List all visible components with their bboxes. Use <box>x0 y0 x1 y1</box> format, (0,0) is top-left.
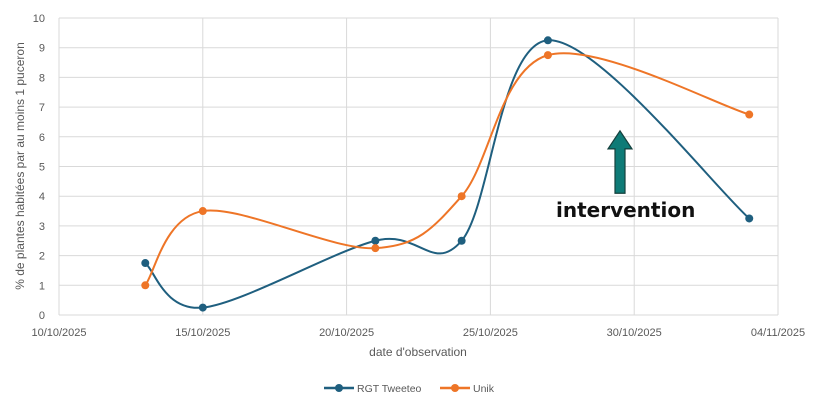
x-tick-label: 10/10/2025 <box>31 327 86 339</box>
y-axis-title: % de plantes habitées par au moins 1 puc… <box>13 42 27 290</box>
legend-item: Unik <box>440 383 495 395</box>
x-axis-title: date d'observation <box>369 345 467 359</box>
y-tick-label: 9 <box>39 43 45 55</box>
data-point <box>198 207 207 216</box>
y-tick-label: 1 <box>39 280 45 292</box>
legend-item: RGT Tweeteo <box>324 383 422 395</box>
x-tick-label: 04/11/2025 <box>751 327 805 339</box>
y-tick-label: 6 <box>39 132 45 144</box>
data-point <box>543 36 552 45</box>
intervention-label: intervention <box>556 198 695 222</box>
data-point <box>543 51 552 60</box>
x-tick-label: 20/10/2025 <box>319 327 374 339</box>
data-point <box>457 236 466 245</box>
data-point <box>457 192 466 201</box>
data-point <box>371 236 380 245</box>
data-point <box>198 303 207 312</box>
data-point <box>371 244 380 253</box>
gridlines <box>58 17 779 316</box>
intervention-annotation: intervention <box>556 129 695 222</box>
legend-marker-icon <box>451 384 459 392</box>
series-line <box>144 39 750 309</box>
legend: RGT Tweeteo Unik <box>324 383 495 395</box>
data-point <box>745 110 754 119</box>
arrow-up-icon <box>606 129 634 194</box>
data-point <box>141 259 150 268</box>
y-tick-label: 7 <box>39 102 45 114</box>
y-tick-label: 0 <box>39 310 45 322</box>
y-tick-label: 10 <box>33 13 45 25</box>
series-line <box>144 52 750 286</box>
y-tick-label: 5 <box>39 162 45 174</box>
y-tick-label: 4 <box>39 191 45 203</box>
series-unik <box>141 51 754 290</box>
y-tick-label: 8 <box>39 72 45 84</box>
data-point <box>745 214 754 223</box>
x-tick-label: 25/10/2025 <box>463 327 518 339</box>
y-tick-label: 2 <box>39 251 45 263</box>
y-axis-ticks: 0 1 2 3 4 5 6 7 8 9 10 <box>33 13 45 322</box>
series-rgt-tweeteo <box>141 36 754 312</box>
y-tick-label: 3 <box>39 221 45 233</box>
x-axis-ticks: 10/10/2025 15/10/2025 20/10/2025 25/10/2025… <box>31 327 805 339</box>
data-series <box>141 36 754 312</box>
legend-marker-icon <box>335 384 343 392</box>
data-point <box>141 281 150 290</box>
x-tick-label: 15/10/2025 <box>175 327 230 339</box>
x-tick-label: 30/10/2025 <box>607 327 662 339</box>
legend-label: Unik <box>473 383 495 395</box>
legend-label: RGT Tweeteo <box>357 383 422 395</box>
